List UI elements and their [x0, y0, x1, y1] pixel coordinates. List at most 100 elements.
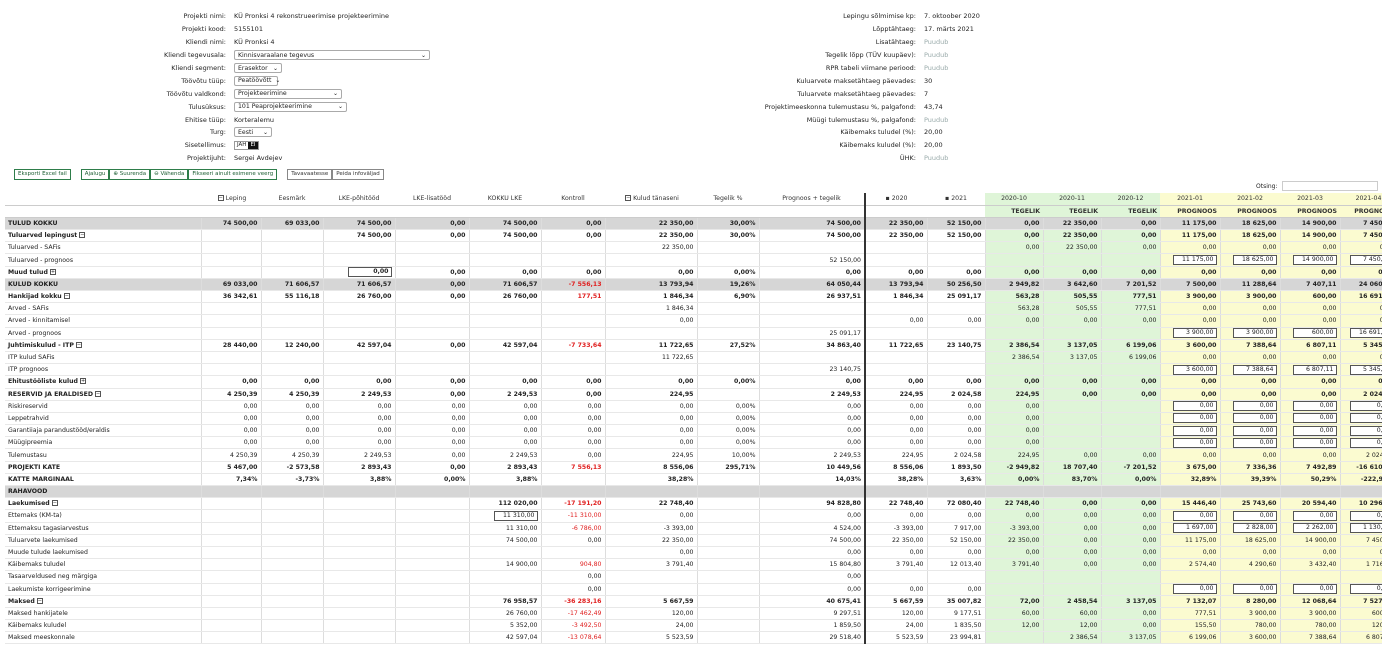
value-input[interactable]: 0,00 — [1232, 401, 1277, 412]
column-header[interactable]: Prognoos + tegelik — [759, 193, 865, 206]
value-input[interactable]: 16 691,17 — [1349, 328, 1382, 339]
column-header[interactable]: ▪ 2020 — [864, 193, 927, 206]
value-input[interactable]: 0,00 — [1172, 584, 1217, 595]
expand-icon[interactable]: + — [49, 268, 56, 275]
value-input[interactable]: 0,00 — [1349, 401, 1382, 412]
value-input[interactable]: 0,00 — [1172, 425, 1217, 436]
info-select[interactable]: Projekteerimine ⌄ — [234, 88, 342, 99]
value-input[interactable]: 0,00 — [1232, 510, 1277, 521]
column-header[interactable]: 2021-02 — [1220, 193, 1280, 206]
zoom-in-button[interactable]: ⊕ Suurenda — [109, 169, 151, 180]
table-cell[interactable]: 0,00 — [1280, 412, 1341, 426]
value-input[interactable]: 3 900,00 — [1232, 328, 1277, 339]
table-cell[interactable]: 0,00 — [1220, 583, 1281, 596]
export-excel-button[interactable]: Eksporti Excel fail — [14, 169, 71, 180]
value-input[interactable]: 0,00 — [1292, 584, 1337, 595]
collapse-icon[interactable]: − — [217, 195, 224, 202]
table-cell[interactable]: 0,00 — [1340, 509, 1382, 523]
value-input[interactable]: 0,00 — [347, 267, 392, 278]
info-select[interactable]: Kinnisvaraalane tegevus ⌄ — [234, 50, 430, 61]
value-input[interactable]: 3 900,00 — [1172, 328, 1217, 339]
value-input[interactable]: 0,00 — [1349, 437, 1382, 448]
column-header[interactable]: LKE-põhitööd — [323, 193, 395, 206]
value-input[interactable]: 7 388,64 — [1232, 364, 1277, 375]
table-cell[interactable]: 0,00 — [1160, 412, 1221, 426]
value-input[interactable]: 14 900,00 — [1292, 255, 1337, 266]
table-cell[interactable]: 1 130,00 — [1340, 522, 1382, 535]
value-input[interactable]: 2 262,00 — [1292, 523, 1337, 534]
value-input[interactable]: 5 345,00 — [1349, 364, 1382, 375]
table-cell[interactable]: 0,00 — [1340, 583, 1382, 596]
column-header[interactable]: 2021-01 — [1160, 193, 1220, 206]
collapse-icon[interactable]: − — [51, 500, 58, 507]
column-header[interactable] — [5, 193, 201, 206]
internal-order-toggle[interactable]: JAH EI — [234, 141, 259, 151]
collapse-icon[interactable]: − — [75, 341, 82, 348]
column-header[interactable]: Eesmärk — [261, 193, 323, 206]
value-input[interactable]: 0,00 — [1172, 437, 1217, 448]
info-select[interactable]: 101 Peaprojekteerimine ⌄ — [234, 101, 347, 112]
table-cell[interactable]: 0,00 — [1280, 436, 1341, 450]
value-input[interactable]: 0,00 — [1292, 425, 1337, 436]
table-cell[interactable]: 0,00 — [1340, 424, 1382, 438]
table-cell[interactable]: 2 262,00 — [1280, 522, 1341, 535]
table-cell[interactable]: 3 900,00 — [1220, 327, 1281, 340]
table-cell[interactable]: 0,00 — [1160, 509, 1221, 523]
value-input[interactable]: 1 130,00 — [1349, 523, 1382, 534]
value-input[interactable]: 0,00 — [1232, 584, 1277, 595]
table-cell[interactable]: 0,00 — [1280, 400, 1341, 413]
column-header[interactable]: Tegelik % — [697, 193, 759, 206]
table-cell[interactable]: 600,00 — [1280, 327, 1341, 340]
table-cell[interactable]: 1 697,00 — [1160, 522, 1221, 535]
collapse-icon[interactable]: − — [36, 597, 43, 604]
collapse-icon[interactable]: − — [79, 232, 86, 239]
column-header[interactable]: LKE-lisatööd — [395, 193, 469, 206]
value-input[interactable]: 0,00 — [1232, 425, 1277, 436]
column-header[interactable]: − Leping — [201, 193, 261, 206]
table-cell[interactable]: 0,00 — [1340, 436, 1382, 450]
toggle-option[interactable]: JAH — [237, 142, 247, 149]
column-header[interactable]: 2020-12 — [1101, 193, 1160, 206]
table-cell[interactable]: 0,00 — [1220, 509, 1281, 523]
value-input[interactable]: 6 807,11 — [1292, 364, 1337, 375]
value-input[interactable]: 0,00 — [1349, 510, 1382, 521]
toggle-option[interactable]: EI — [248, 142, 258, 150]
column-header[interactable]: ▪ 2021 — [927, 193, 985, 206]
value-input[interactable]: 2 828,00 — [1232, 523, 1277, 534]
table-cell[interactable]: 0,00 — [1220, 412, 1281, 426]
value-input[interactable]: 0,00 — [1292, 401, 1337, 412]
table-cell[interactable]: 0,00 — [1280, 424, 1341, 438]
default-view-button[interactable]: Tavavaatesse — [287, 169, 333, 180]
value-input[interactable]: 0,00 — [1172, 413, 1217, 424]
collapse-icon[interactable]: − — [625, 195, 632, 202]
collapse-icon[interactable]: − — [95, 390, 102, 397]
table-cell[interactable]: 0,00 — [1160, 424, 1221, 438]
column-header[interactable]: 2021-03 — [1280, 193, 1340, 206]
table-cell[interactable]: 16 691,17 — [1340, 327, 1382, 340]
value-input[interactable]: 0,00 — [1232, 437, 1277, 448]
value-input[interactable]: 0,00 — [1349, 413, 1382, 424]
value-input[interactable]: 0,00 — [1349, 584, 1382, 595]
collapse-icon[interactable]: ▪ — [885, 195, 892, 203]
column-header[interactable]: 2021-04 — [1340, 193, 1382, 206]
table-cell[interactable]: 0,00 — [1220, 400, 1281, 413]
table-cell[interactable]: 6 807,11 — [1280, 363, 1341, 377]
zoom-out-button[interactable]: ⊖ Vähenda — [150, 169, 189, 180]
table-cell[interactable]: 3 900,00 — [1160, 327, 1221, 340]
value-input[interactable]: 1 697,00 — [1172, 523, 1217, 534]
table-cell[interactable]: 14 900,00 — [1280, 253, 1341, 267]
info-select[interactable]: Peatöövõtt ⌄ — [234, 75, 280, 86]
column-header[interactable]: 2020-11 — [1043, 193, 1101, 206]
value-input[interactable]: 0,00 — [1172, 510, 1217, 521]
table-cell[interactable]: 0,00 — [1340, 412, 1382, 426]
table-cell[interactable]: 11 310,00 — [469, 509, 542, 523]
value-input[interactable]: 18 625,00 — [1232, 255, 1277, 266]
info-select[interactable]: Eesti ⌄ — [234, 127, 272, 138]
table-cell[interactable]: 3 600,00 — [1160, 363, 1221, 377]
value-input[interactable]: 11 310,00 — [493, 510, 538, 521]
table-cell[interactable]: 5 345,00 — [1340, 363, 1382, 377]
table-cell[interactable]: 11 175,00 — [1160, 253, 1221, 267]
table-cell[interactable]: 0,00 — [1220, 436, 1281, 450]
value-input[interactable]: 600,00 — [1292, 328, 1337, 339]
column-header[interactable]: 2020-10 — [985, 193, 1043, 206]
